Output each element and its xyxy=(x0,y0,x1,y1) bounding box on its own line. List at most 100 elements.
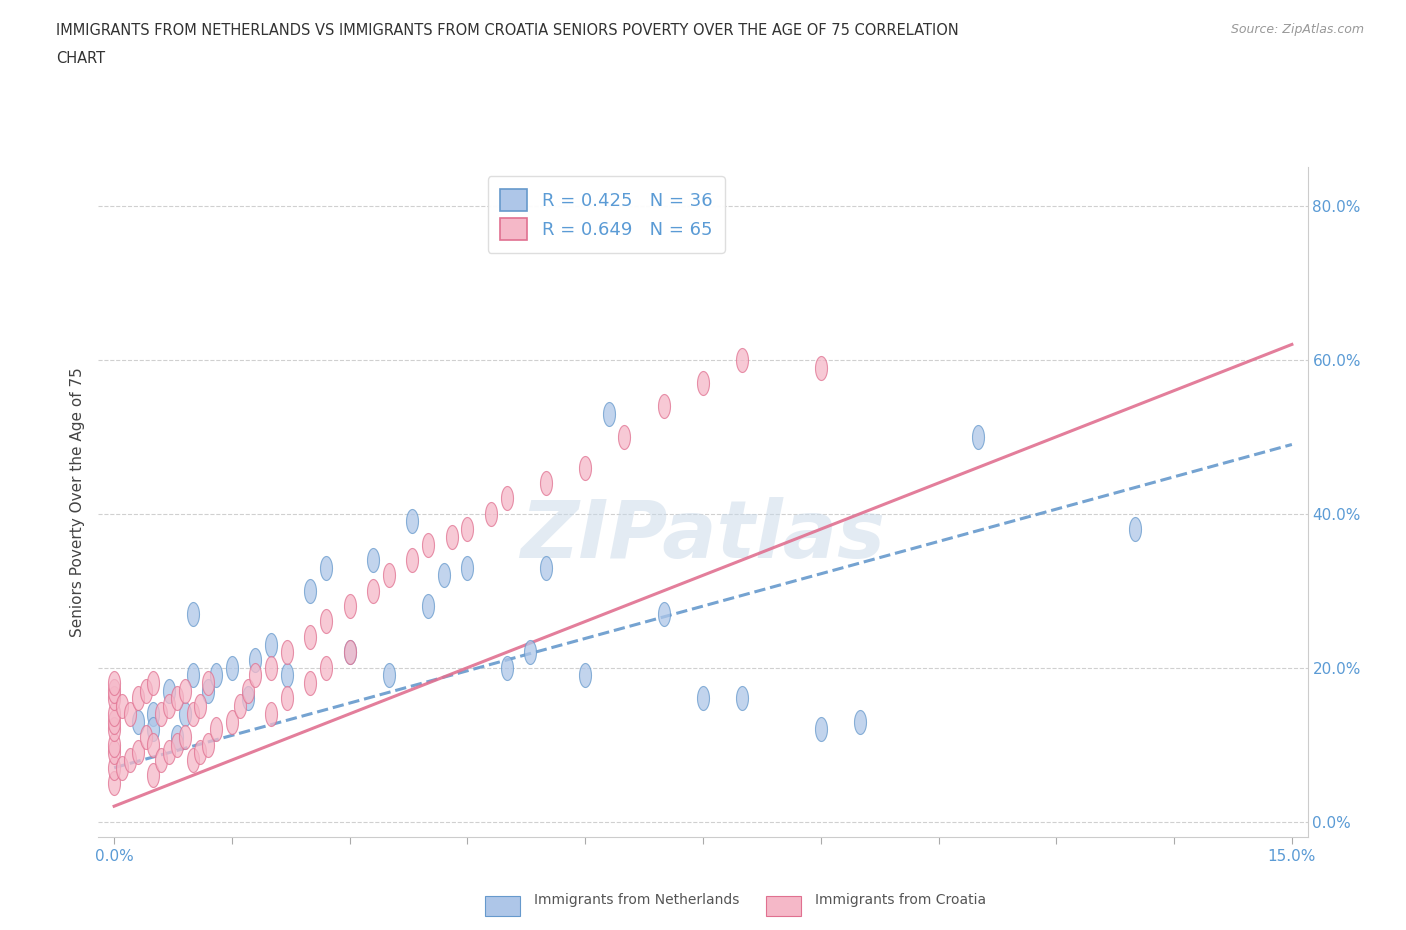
Point xyxy=(103,684,125,698)
Text: Immigrants from Netherlands: Immigrants from Netherlands xyxy=(534,893,740,907)
Point xyxy=(229,698,252,713)
Point xyxy=(181,606,204,621)
Point xyxy=(418,599,440,614)
Point xyxy=(299,675,322,690)
Point xyxy=(339,644,361,659)
Point xyxy=(103,707,125,722)
Point xyxy=(479,506,502,521)
Point xyxy=(810,360,832,375)
Point xyxy=(519,644,541,659)
Point xyxy=(205,668,228,683)
Point xyxy=(418,538,440,552)
Point xyxy=(166,729,188,744)
Point xyxy=(135,729,157,744)
Point xyxy=(378,568,401,583)
Point xyxy=(142,768,165,783)
Point xyxy=(315,560,337,575)
Point xyxy=(299,583,322,598)
Point xyxy=(142,707,165,722)
Point xyxy=(118,707,141,722)
Point xyxy=(613,430,636,445)
Point xyxy=(245,668,267,683)
Point xyxy=(495,491,517,506)
Y-axis label: Seniors Poverty Over the Age of 75: Seniors Poverty Over the Age of 75 xyxy=(69,367,84,637)
Point xyxy=(731,352,754,367)
Point xyxy=(157,684,180,698)
Point xyxy=(181,752,204,767)
Text: Source: ZipAtlas.com: Source: ZipAtlas.com xyxy=(1230,23,1364,36)
Point xyxy=(361,552,384,567)
Point xyxy=(260,637,283,652)
Point xyxy=(692,691,714,706)
Point xyxy=(111,761,134,776)
Point xyxy=(221,714,243,729)
Point xyxy=(652,606,675,621)
Point xyxy=(495,660,517,675)
Text: Immigrants from Croatia: Immigrants from Croatia xyxy=(815,893,987,907)
Point xyxy=(127,714,149,729)
Point xyxy=(103,691,125,706)
Point xyxy=(236,684,259,698)
Point xyxy=(339,599,361,614)
Point xyxy=(197,737,219,752)
Point xyxy=(315,614,337,629)
Point xyxy=(118,752,141,767)
Point xyxy=(103,745,125,760)
Point xyxy=(315,660,337,675)
Point xyxy=(103,776,125,790)
Point xyxy=(361,583,384,598)
Point xyxy=(440,529,463,544)
Point xyxy=(1123,522,1146,537)
Point xyxy=(103,737,125,752)
Point xyxy=(260,707,283,722)
Point xyxy=(456,522,478,537)
Point xyxy=(276,691,298,706)
Point xyxy=(339,644,361,659)
Point xyxy=(127,745,149,760)
Point xyxy=(810,722,832,737)
Point xyxy=(150,752,173,767)
Point xyxy=(142,675,165,690)
Point xyxy=(103,761,125,776)
Point xyxy=(245,653,267,668)
Text: IMMIGRANTS FROM NETHERLANDS VS IMMIGRANTS FROM CROATIA SENIORS POVERTY OVER THE : IMMIGRANTS FROM NETHERLANDS VS IMMIGRANT… xyxy=(56,23,959,38)
Point xyxy=(142,722,165,737)
Point xyxy=(276,668,298,683)
Legend: R = 0.425   N = 36, R = 0.649   N = 65: R = 0.425 N = 36, R = 0.649 N = 65 xyxy=(488,177,725,253)
Point xyxy=(378,668,401,683)
Point xyxy=(276,644,298,659)
Point xyxy=(135,684,157,698)
Point xyxy=(103,714,125,729)
Point xyxy=(111,698,134,713)
Point xyxy=(299,630,322,644)
Point xyxy=(574,668,596,683)
Point xyxy=(190,698,212,713)
Point xyxy=(197,684,219,698)
Text: ZIPatlas: ZIPatlas xyxy=(520,497,886,575)
Point xyxy=(127,691,149,706)
Point xyxy=(849,714,872,729)
Point xyxy=(205,722,228,737)
Point xyxy=(260,660,283,675)
Point xyxy=(150,707,173,722)
Point xyxy=(731,691,754,706)
Point xyxy=(456,560,478,575)
Point xyxy=(197,675,219,690)
Point xyxy=(236,691,259,706)
Point xyxy=(401,514,423,529)
Point xyxy=(181,668,204,683)
Point xyxy=(401,552,423,567)
Point xyxy=(166,691,188,706)
Point xyxy=(142,737,165,752)
Point xyxy=(181,707,204,722)
Point xyxy=(157,745,180,760)
Text: CHART: CHART xyxy=(56,51,105,66)
Point xyxy=(190,745,212,760)
Point xyxy=(166,737,188,752)
Point xyxy=(157,698,180,713)
Point xyxy=(173,684,195,698)
Point xyxy=(534,475,557,490)
Point xyxy=(433,568,456,583)
Point xyxy=(221,660,243,675)
Point xyxy=(652,399,675,414)
